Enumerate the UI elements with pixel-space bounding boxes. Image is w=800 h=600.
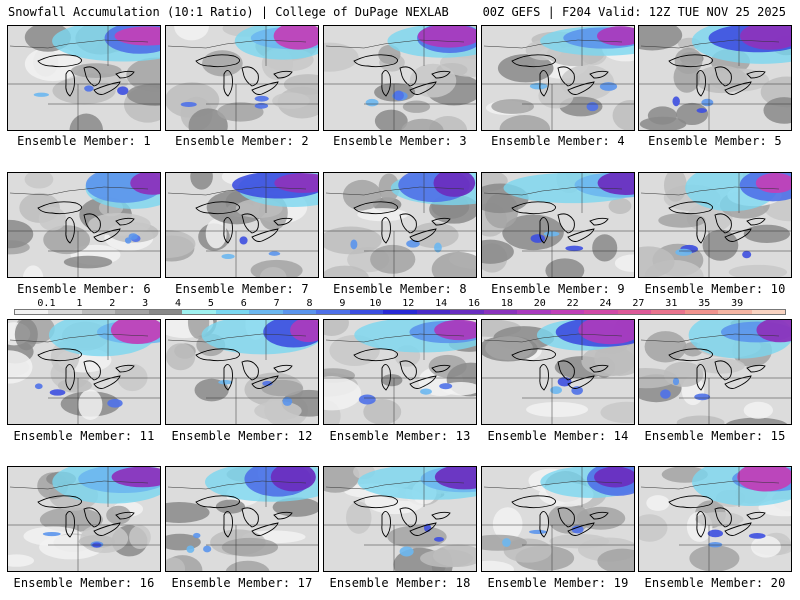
member-map-5	[638, 25, 792, 131]
member-map-3	[323, 25, 477, 131]
member-map-14	[481, 319, 635, 425]
member-map-17	[165, 466, 319, 572]
colorbar-swatch	[517, 310, 550, 314]
member-map-16	[7, 466, 161, 572]
colorbar-tick-label: 18	[501, 298, 513, 309]
colorbar-tick-label: 20	[534, 298, 546, 309]
colorbar-swatch	[48, 310, 81, 314]
colorbar-tick-label: 0.1	[37, 298, 55, 309]
colorbar-swatch	[149, 310, 182, 314]
member-label-19: Ensemble Member: 19	[479, 576, 637, 590]
colorbar-tick-label: 4	[175, 298, 181, 309]
member-label-20: Ensemble Member: 20	[636, 576, 794, 590]
member-map-11	[7, 319, 161, 425]
member-map-13	[323, 319, 477, 425]
member-label-1: Ensemble Member: 1	[5, 134, 163, 148]
colorbar-swatch	[651, 310, 684, 314]
member-label-3: Ensemble Member: 3	[321, 134, 479, 148]
colorbar-swatch	[417, 310, 450, 314]
member-map-18	[323, 466, 477, 572]
member-map-20	[638, 466, 792, 572]
colorbar-tick-label: 24	[600, 298, 612, 309]
colorbar-tick-label: 7	[274, 298, 280, 309]
colorbar-tick-label: 31	[665, 298, 677, 309]
member-label-5: Ensemble Member: 5	[636, 134, 794, 148]
colorbar-swatch	[551, 310, 584, 314]
member-map-2	[165, 25, 319, 131]
colorbar-tick-label: 12	[402, 298, 414, 309]
colorbar-swatch	[685, 310, 718, 314]
colorbar-swatch	[618, 310, 651, 314]
colorbar-tick-label: 1	[76, 298, 82, 309]
member-map-12	[165, 319, 319, 425]
member-label-12: Ensemble Member: 12	[163, 429, 321, 443]
colorbar-tick-label: 5	[208, 298, 214, 309]
member-label-4: Ensemble Member: 4	[479, 134, 637, 148]
member-map-7	[165, 172, 319, 278]
colorbar-swatch	[249, 310, 282, 314]
member-map-4	[481, 25, 635, 131]
member-label-10: Ensemble Member: 10	[636, 282, 794, 296]
member-map-1	[7, 25, 161, 131]
member-label-9: Ensemble Member: 9	[479, 282, 637, 296]
colorbar-swatch	[752, 310, 785, 314]
colorbar-tick-label: 6	[241, 298, 247, 309]
member-map-8	[323, 172, 477, 278]
colorbar-swatch	[15, 310, 48, 314]
member-label-18: Ensemble Member: 18	[321, 576, 479, 590]
colorbar-tick-label: 9	[339, 298, 345, 309]
colorbar-swatch	[216, 310, 249, 314]
colorbar-tick-label: 16	[468, 298, 480, 309]
member-label-14: Ensemble Member: 14	[479, 429, 637, 443]
colorbar-swatch	[383, 310, 416, 314]
colorbar-tick-label: 27	[632, 298, 644, 309]
member-map-15	[638, 319, 792, 425]
colorbar-tick-label: 2	[109, 298, 115, 309]
member-label-6: Ensemble Member: 6	[5, 282, 163, 296]
colorbar-tick-label: 8	[307, 298, 313, 309]
colorbar-tick-label: 10	[369, 298, 381, 309]
member-label-13: Ensemble Member: 13	[321, 429, 479, 443]
colorbar-tick-label: 39	[731, 298, 743, 309]
member-map-9	[481, 172, 635, 278]
colorbar-ticks: 0.1 1 2 3 4 5 6 7 8 9 10 12 14 16 18 20 22 24 27 31 35 39	[14, 298, 786, 309]
colorbar-swatch	[450, 310, 483, 314]
member-label-2: Ensemble Member: 2	[163, 134, 321, 148]
member-label-7: Ensemble Member: 7	[163, 282, 321, 296]
colorbar-swatch	[115, 310, 148, 314]
member-map-6	[7, 172, 161, 278]
member-label-8: Ensemble Member: 8	[321, 282, 479, 296]
colorbar-swatches	[14, 309, 786, 315]
colorbar-tick-label: 22	[567, 298, 579, 309]
member-label-15: Ensemble Member: 15	[636, 429, 794, 443]
member-label-16: Ensemble Member: 16	[5, 576, 163, 590]
member-label-17: Ensemble Member: 17	[163, 576, 321, 590]
colorbar-swatch	[718, 310, 751, 314]
colorbar-tick-label: 3	[142, 298, 148, 309]
colorbar-tick-label: 35	[698, 298, 710, 309]
colorbar-swatch	[484, 310, 517, 314]
colorbar-swatch	[182, 310, 215, 314]
colorbar: 0.1 1 2 3 4 5 6 7 8 9 10 12 14 16 18 20 22 24 27 31 35 39	[14, 298, 786, 320]
member-map-10	[638, 172, 792, 278]
colorbar-swatch	[82, 310, 115, 314]
colorbar-swatch	[584, 310, 617, 314]
colorbar-swatch	[283, 310, 316, 314]
colorbar-tick-label: 14	[435, 298, 447, 309]
colorbar-swatch	[316, 310, 349, 314]
colorbar-swatch	[350, 310, 383, 314]
member-map-19	[481, 466, 635, 572]
member-label-11: Ensemble Member: 11	[5, 429, 163, 443]
